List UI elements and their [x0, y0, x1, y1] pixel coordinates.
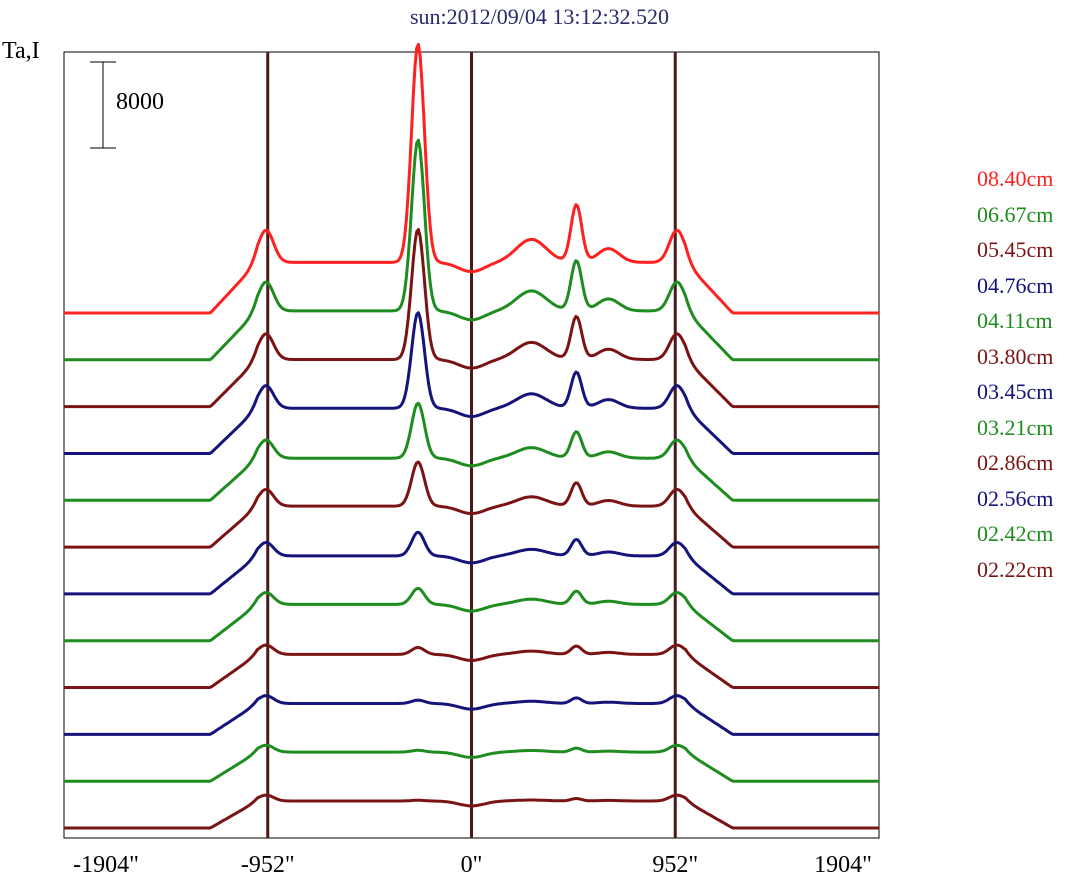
series-line-08.40cm — [64, 42, 879, 315]
series-line-04.11cm — [64, 401, 879, 502]
legend-entry: 08.40cm — [977, 166, 1054, 191]
legend-entry: 03.80cm — [977, 343, 1054, 369]
series-line-03.45cm — [64, 530, 879, 596]
series-line-04.76cm — [64, 311, 879, 455]
series-line-02.22cm — [64, 793, 879, 830]
series-line-05.45cm — [64, 228, 879, 409]
series-line-06.67cm — [64, 138, 879, 362]
legend: 08.40cm 06.67cm 05.45cm 04.76cm 04.11cm 03.80… — [977, 161, 1053, 587]
x-tick-label: -952" — [240, 852, 295, 878]
legend-entry: 04.76cm — [977, 272, 1054, 298]
y-axis-label: Ta,I — [2, 38, 40, 64]
x-tick-label: 0" — [460, 852, 483, 878]
chart-title: sun:2012/09/04 13:12:32.520 — [409, 4, 670, 29]
legend-entry: 03.21cm — [977, 414, 1054, 440]
legend-entry: 03.45cm — [977, 379, 1054, 404]
series-line-02.86cm — [64, 643, 879, 689]
legend-entry: 04.11cm — [977, 308, 1053, 333]
legend-entry: 02.22cm — [977, 556, 1054, 582]
legend-entry: 06.67cm — [977, 201, 1054, 227]
legend-entry: 02.56cm — [977, 485, 1054, 511]
x-tick-label: -1904" — [73, 852, 139, 878]
x-tick-label: 1904" — [814, 852, 872, 878]
legend-entry: 02.86cm — [977, 450, 1054, 475]
series-line-03.80cm — [64, 460, 879, 549]
series-line-02.56cm — [64, 694, 879, 736]
series-line-02.42cm — [64, 743, 879, 783]
x-tick-label: 952" — [652, 852, 699, 878]
scale-bar-label: 8000 — [116, 89, 164, 115]
series-line-03.21cm — [64, 586, 879, 643]
legend-entry: 02.42cm — [977, 521, 1054, 546]
legend-entry: 05.45cm — [977, 237, 1054, 262]
